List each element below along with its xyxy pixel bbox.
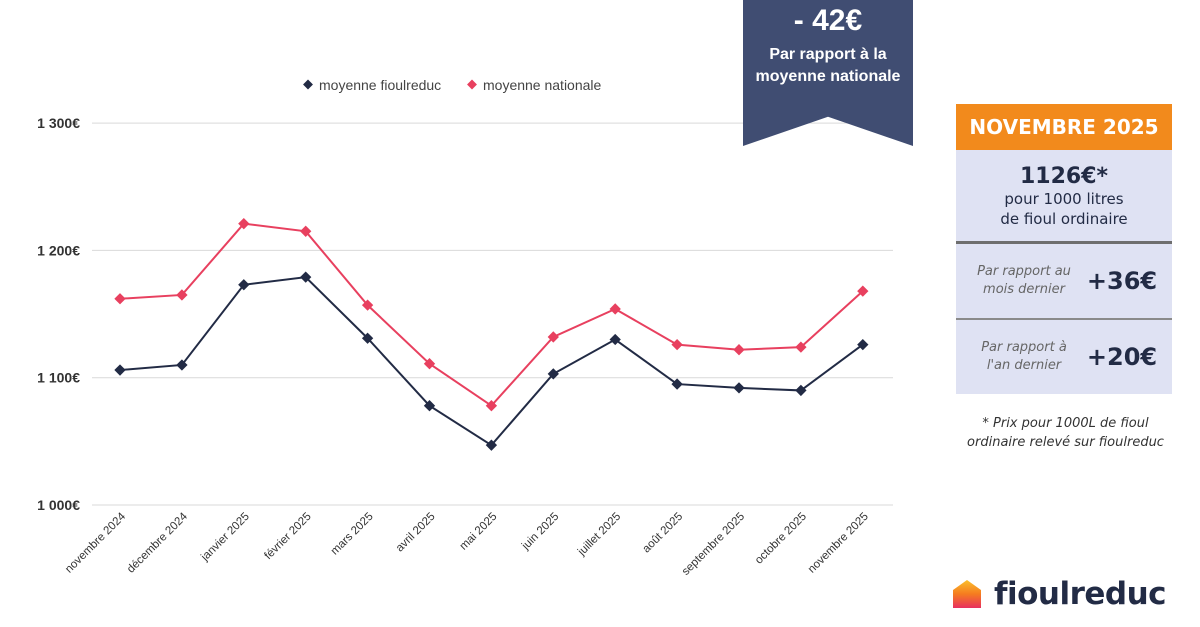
y-tick-label: 1 100€ xyxy=(37,370,80,386)
data-point xyxy=(238,279,250,291)
banner-line2: moyenne nationale xyxy=(755,68,901,85)
data-point xyxy=(857,338,869,351)
x-tick-label: avril 2025 xyxy=(394,511,438,555)
data-point xyxy=(176,289,188,301)
data-point xyxy=(609,333,621,346)
series-line xyxy=(119,276,864,447)
x-tick-label: octobre 2025 xyxy=(753,511,809,567)
footnote-line: * Prix pour 1000L de fioul xyxy=(982,416,1149,431)
row-value: +36€ xyxy=(1086,267,1158,295)
x-tick-label: mars 2025 xyxy=(329,511,376,558)
data-point xyxy=(238,218,250,230)
data-point xyxy=(423,358,436,370)
house-logo-icon xyxy=(953,580,981,608)
logo-text: fioulreduc xyxy=(994,576,1167,612)
data-point xyxy=(857,285,869,297)
data-point xyxy=(176,359,188,371)
footnote-line: ordinaire relevé sur fioulreduc xyxy=(967,435,1164,450)
compare-month-row: Par rapport au mois dernier +36€ xyxy=(956,244,1172,318)
data-point xyxy=(671,338,683,351)
data-point xyxy=(423,400,436,412)
legend-label: moyenne fioulreduc xyxy=(319,77,441,93)
y-tick-label: 1 200€ xyxy=(37,242,80,258)
data-point xyxy=(795,341,807,353)
data-point xyxy=(795,384,807,397)
data-point xyxy=(609,303,621,315)
banner-value: - 42€ xyxy=(793,4,863,37)
data-point xyxy=(733,344,745,356)
x-tick-label: janvier 2025 xyxy=(198,511,251,564)
legend-label: moyenne nationale xyxy=(483,77,602,93)
logo: fioulreduc xyxy=(950,576,1167,612)
current-price: 1126€* xyxy=(1019,164,1109,189)
x-tick-label: novembre 2025 xyxy=(806,511,871,576)
row-value: +20€ xyxy=(1086,343,1158,371)
legend-marker xyxy=(467,79,477,90)
data-point xyxy=(733,382,745,394)
x-tick-label: février 2025 xyxy=(262,511,313,562)
x-tick-label: août 2025 xyxy=(641,511,686,556)
data-point xyxy=(114,364,126,376)
compare-year-row: Par rapport à l'an dernier +20€ xyxy=(956,318,1172,394)
row-label: l'an dernier xyxy=(986,358,1062,373)
row-label: mois dernier xyxy=(983,282,1065,297)
price-desc-2: de fioul ordinaire xyxy=(1000,210,1128,228)
x-tick-label: décembre 2024 xyxy=(125,510,190,575)
banner-line1: Par rapport à la xyxy=(769,46,887,63)
y-tick-label: 1 000€ xyxy=(37,497,80,513)
legend-marker xyxy=(303,79,313,90)
data-point xyxy=(485,400,498,412)
row-label: Par rapport au xyxy=(977,264,1071,279)
footnote: * Prix pour 1000L de fioul ordinaire rele… xyxy=(948,414,1183,452)
data-point xyxy=(361,332,374,344)
data-point xyxy=(300,271,312,283)
summary-panel: NOVEMBRE 2025 1126€* pour 1000 litres de… xyxy=(956,104,1172,394)
x-tick-label: mai 2025 xyxy=(458,511,500,553)
x-tick-label: novembre 2024 xyxy=(63,510,128,575)
x-tick-label: juillet 2025 xyxy=(575,511,623,559)
data-point xyxy=(300,225,312,237)
data-point xyxy=(547,331,559,343)
price-desc-1: pour 1000 litres xyxy=(1004,190,1124,208)
panel-header: NOVEMBRE 2025 xyxy=(956,104,1172,150)
x-tick-label: juin 2025 xyxy=(519,511,561,553)
data-point xyxy=(114,293,126,305)
data-point xyxy=(547,368,559,380)
y-tick-label: 1 300€ xyxy=(37,115,80,131)
series-line xyxy=(119,222,864,408)
row-label: Par rapport à xyxy=(981,340,1067,355)
x-tick-label: septembre 2025 xyxy=(680,511,747,578)
data-point xyxy=(361,299,374,311)
data-point xyxy=(671,378,683,390)
data-point xyxy=(485,439,498,451)
